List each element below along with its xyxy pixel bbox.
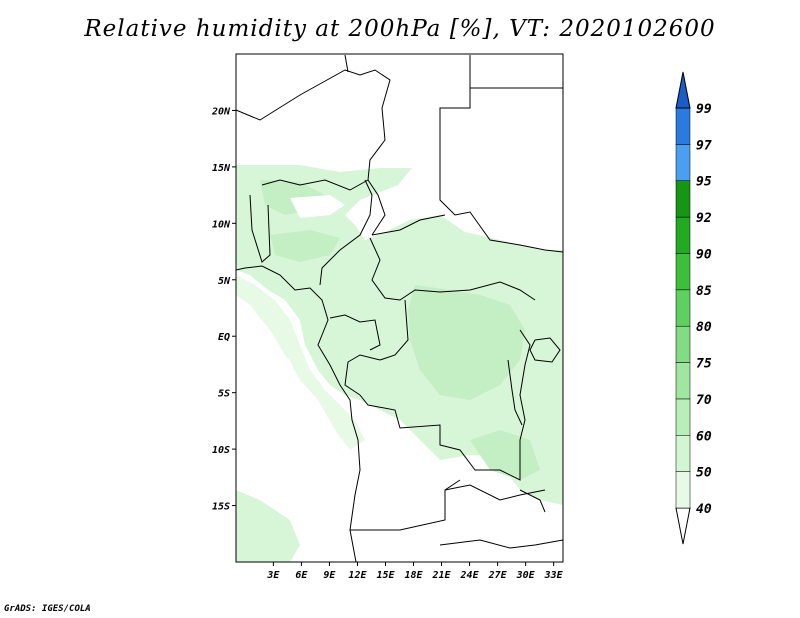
colorbar-label: 99	[696, 102, 712, 117]
border-drc-north	[344, 299, 409, 396]
lat-tick-label: EQ	[218, 332, 230, 343]
lake-victoria	[529, 337, 561, 363]
colorbar-segment	[675, 216, 691, 254]
border-nigeria	[261, 179, 369, 191]
colorbar-segment	[675, 362, 691, 400]
border-east-lakes	[519, 329, 531, 441]
colorbar-segment	[675, 144, 691, 181]
lat-tick-label: 10S	[212, 445, 230, 456]
humidity-field-dry-south	[236, 330, 350, 562]
border-drc-south	[359, 394, 521, 481]
colorbar-label: 70	[696, 393, 712, 408]
map-frame	[235, 53, 564, 563]
border-angola	[350, 479, 461, 531]
humidity-field-center-75	[408, 285, 525, 400]
colorbar-segment	[675, 398, 691, 436]
lat-tick-label: 15N	[212, 163, 231, 174]
colorbar-segment	[675, 435, 691, 472]
border-zambia	[444, 484, 546, 501]
colorbar-label: 50	[696, 466, 712, 481]
colorbar-segment	[675, 325, 691, 363]
colorbar-label: 75	[696, 357, 712, 372]
colorbar-segment	[675, 289, 691, 327]
lat-tick-label: 5S	[218, 389, 230, 400]
border-nigeria-cameroon	[319, 179, 373, 286]
humidity-field-north-75	[270, 230, 340, 262]
grads-credit: GrADS: IGES/COLA	[4, 604, 91, 614]
colorbar-segment	[675, 107, 691, 145]
map-title: Relative humidity at 200hPa [%], VT: 202…	[84, 16, 716, 42]
humidity-shading	[236, 165, 563, 562]
humidity-field-south-west	[236, 490, 300, 562]
lon-tick-label: 30E	[516, 570, 536, 581]
lat-tick-label: 15S	[212, 502, 230, 513]
border-gabon-congo	[329, 314, 381, 351]
lon-tick-label: 18E	[404, 570, 423, 581]
humidity-field-coast	[236, 275, 365, 450]
axis-ticks: 20N 15N 10N 5N EQ 5S 10S 15S 3E 6E 9E 12E 15E 18E 21E 2…	[211, 106, 564, 581]
colorbar: 40 50 60 70 75 80 85 90 92 95 97 99	[675, 71, 712, 545]
colorbar-label: 85	[696, 284, 712, 299]
lon-tick-label: 15E	[376, 570, 395, 581]
colorbar-top-triangle	[675, 71, 691, 109]
lon-tick-label: 12E	[348, 570, 367, 581]
lat-tick-label: 5N	[218, 276, 231, 287]
humidity-field-east-75	[470, 430, 540, 480]
country-boundaries	[235, 54, 564, 563]
border-south-africa	[439, 539, 564, 549]
lake-malawi	[519, 489, 546, 513]
border-west-small	[249, 194, 271, 263]
lon-tick-label: 3E	[266, 570, 280, 581]
lake-tanganyika	[507, 359, 523, 426]
humidity-field-dry-sahel	[290, 195, 345, 218]
border-libya-sudan	[439, 55, 564, 253]
border-algeria-niger	[235, 69, 391, 236]
lon-tick-label: 24E	[460, 570, 480, 581]
colorbar-label: 90	[696, 247, 712, 262]
colorbar-segment	[675, 471, 691, 509]
lon-tick-label: 27E	[488, 570, 508, 581]
lon-tick-label: 6E	[295, 570, 308, 581]
border-cameroon-car	[369, 237, 536, 301]
colorbar-segment	[675, 180, 691, 218]
coastline-west-africa	[235, 265, 361, 563]
colorbar-label: 80	[696, 320, 712, 335]
colorbar-segment	[675, 253, 691, 291]
lat-tick-label: 20N	[211, 106, 231, 117]
colorbar-label: 95	[696, 175, 712, 190]
lon-tick-label: 9E	[323, 570, 336, 581]
colorbar-bottom-triangle	[675, 507, 691, 545]
border-niger-chad	[344, 54, 349, 73]
colorbar-label: 92	[696, 211, 712, 226]
lon-tick-label: 33E	[544, 570, 564, 581]
colorbar-label: 97	[696, 138, 712, 153]
lon-tick-label: 21E	[432, 570, 452, 581]
border-car-chad	[371, 214, 446, 236]
colorbar-label: 40	[696, 502, 712, 517]
lat-tick-label: 10N	[212, 219, 231, 230]
colorbar-label: 60	[696, 429, 712, 444]
